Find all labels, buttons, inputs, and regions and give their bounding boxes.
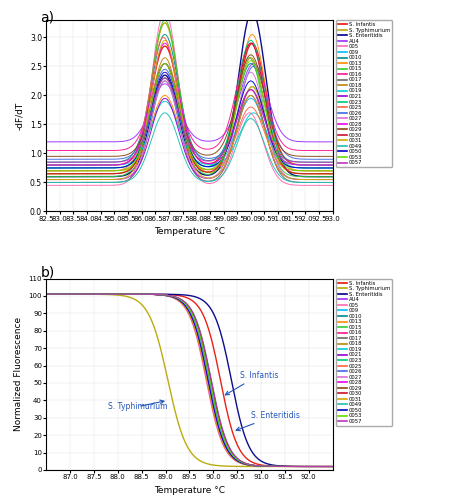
Y-axis label: -dF/dT: -dF/dT (15, 102, 24, 130)
X-axis label: Temperature °C: Temperature °C (154, 227, 225, 236)
Text: b): b) (41, 265, 55, 279)
Text: S. Typhimurium: S. Typhimurium (108, 400, 168, 411)
Y-axis label: Normalized Fluorescence: Normalized Fluorescence (14, 317, 23, 432)
Text: S. Enteritidis: S. Enteritidis (236, 411, 300, 430)
Legend: S. Infantis, S. Typhimurium, S. Enteritidis, AU4, 005, 009, 0010, 0013, 0015, 00: S. Infantis, S. Typhimurium, S. Enteriti… (335, 20, 392, 168)
Text: S. Infantis: S. Infantis (225, 370, 278, 395)
X-axis label: Temperature °C: Temperature °C (154, 486, 225, 494)
Legend: S. Infantis, S. Typhimurium, S. Enteritidis, AU4, 005, 009, 0010, 0013, 0015, 00: S. Infantis, S. Typhimurium, S. Enteriti… (335, 278, 392, 426)
Text: a): a) (41, 10, 55, 24)
